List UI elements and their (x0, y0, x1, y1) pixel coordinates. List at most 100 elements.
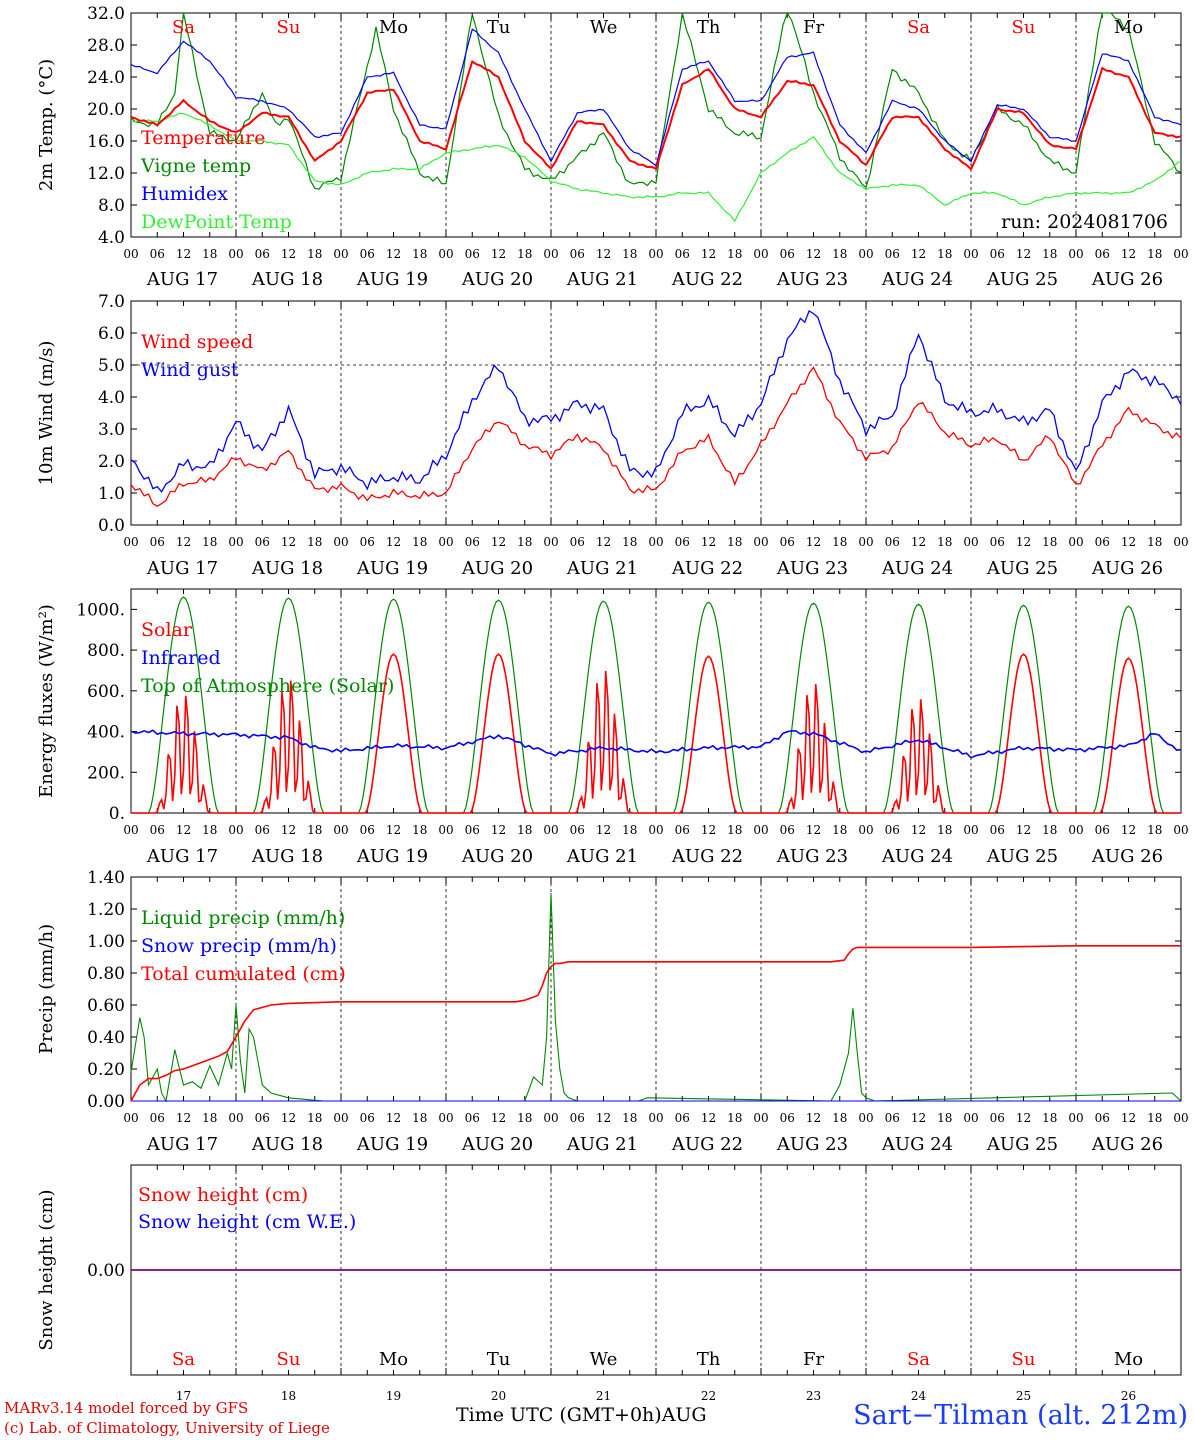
day-date-label: AUG 25 (986, 269, 1058, 290)
hour-tick-label: 00 (858, 535, 873, 549)
day-name-label: Mo (379, 1349, 408, 1370)
hour-tick-label: 12 (491, 1111, 506, 1125)
hour-tick-label: 18 (202, 1111, 217, 1125)
hour-tick-label: 06 (570, 1111, 585, 1125)
day-date-label: AUG 26 (1091, 846, 1163, 867)
hour-tick-label: 12 (281, 247, 296, 261)
hour-tick-label: 00 (1173, 535, 1188, 549)
hour-tick-label: 12 (281, 823, 296, 837)
hour-tick-label: 18 (412, 823, 427, 837)
day-name-label: Su (1012, 1349, 1036, 1370)
day-date-label: AUG 23 (776, 269, 848, 290)
hour-tick-label: 06 (780, 247, 795, 261)
day-name-label: Mo (379, 17, 408, 38)
hour-tick-label: 00 (753, 535, 768, 549)
day-number-label: 20 (491, 1389, 506, 1403)
hour-tick-label: 18 (517, 1111, 532, 1125)
hour-tick-label: 00 (228, 535, 243, 549)
y-axis-label: 10m Wind (m/s) (36, 341, 57, 486)
hour-tick-label: 00 (123, 535, 138, 549)
hour-tick-label: 18 (517, 535, 532, 549)
hour-tick-label: 00 (858, 1111, 873, 1125)
day-name-label: Sa (172, 17, 195, 38)
hour-tick-label: 06 (360, 247, 375, 261)
hour-tick-label: 06 (360, 823, 375, 837)
y-tick-label: 5.0 (98, 356, 125, 376)
day-date-label: AUG 18 (251, 1134, 323, 1155)
y-axis-label: Precip (mm/h) (36, 924, 57, 1054)
series-dewpoint-temp (130, 112, 1182, 223)
hour-tick-label: 00 (543, 247, 558, 261)
y-tick-label: 0.00 (87, 1092, 125, 1112)
day-number-label: 25 (1016, 1389, 1031, 1403)
lab-credit: (c) Lab. of Climatology, University of L… (4, 1419, 330, 1437)
day-date-label: AUG 25 (986, 846, 1058, 867)
day-date-label: AUG 24 (881, 269, 953, 290)
hour-tick-label: 12 (491, 247, 506, 261)
hour-tick-label: 00 (333, 535, 348, 549)
hour-tick-label: 18 (727, 1111, 742, 1125)
legend-dewpoint-temp: DewPoint Temp (141, 211, 292, 233)
hour-tick-label: 18 (517, 823, 532, 837)
day-date-label: AUG 22 (671, 846, 743, 867)
y-tick-label: 0.00 (87, 1261, 125, 1281)
y-tick-label: 8.0 (98, 196, 125, 216)
day-name-label: Tu (487, 1349, 511, 1370)
hour-tick-label: 18 (1042, 823, 1057, 837)
hour-tick-label: 06 (675, 823, 690, 837)
series-total-cumulated-cm- (130, 945, 1181, 1102)
hour-tick-label: 12 (1016, 1111, 1031, 1125)
hour-tick-label: 06 (465, 535, 480, 549)
hour-tick-label: 06 (885, 1111, 900, 1125)
hour-tick-label: 06 (675, 535, 690, 549)
hour-tick-label: 00 (648, 247, 663, 261)
day-date-label: AUG 18 (251, 846, 323, 867)
hour-tick-label: 18 (1147, 1111, 1162, 1125)
day-date-label: AUG 22 (671, 558, 743, 579)
hour-tick-label: 00 (123, 1111, 138, 1125)
legend-infrared: Infrared (141, 647, 221, 669)
y-tick-label: 6.0 (98, 324, 125, 344)
hour-tick-label: 06 (780, 535, 795, 549)
day-date-label: AUG 21 (566, 269, 638, 290)
hour-tick-label: 12 (386, 1111, 401, 1125)
hour-tick-label: 00 (858, 823, 873, 837)
day-name-label: Sa (907, 1349, 930, 1370)
panel-precip (130, 876, 1182, 1103)
y-tick-label: 20.0 (87, 100, 125, 120)
day-name-label: Sa (907, 17, 930, 38)
day-date-label: AUG 21 (566, 1134, 638, 1155)
day-name-label: Th (697, 1349, 721, 1370)
hour-tick-label: 00 (963, 823, 978, 837)
day-date-label: AUG 21 (566, 558, 638, 579)
hour-tick-label: 18 (1147, 823, 1162, 837)
day-date-label: AUG 24 (881, 1134, 953, 1155)
day-number-label: 21 (596, 1389, 611, 1403)
hour-tick-label: 12 (1121, 247, 1136, 261)
hour-tick-label: 06 (150, 535, 165, 549)
y-tick-label: 1.00 (87, 932, 125, 952)
day-number-label: 23 (806, 1389, 821, 1403)
panel-snow (130, 1164, 1182, 1376)
series-liquid-precip-mm-h- (130, 892, 1182, 1103)
hour-tick-label: 18 (1147, 247, 1162, 261)
hour-tick-label: 00 (963, 1111, 978, 1125)
y-tick-label: 600. (87, 682, 125, 702)
legend-total-cumulated-cm-: Total cumulated (cm) (141, 963, 346, 985)
day-date-label: AUG 23 (776, 846, 848, 867)
hour-tick-label: 00 (123, 823, 138, 837)
day-date-label: AUG 25 (986, 558, 1058, 579)
legend-snow-height-cm-: Snow height (cm) (138, 1184, 308, 1206)
hour-tick-label: 18 (1042, 535, 1057, 549)
hour-tick-label: 12 (176, 535, 191, 549)
day-date-label: AUG 20 (461, 269, 533, 290)
hour-tick-label: 12 (701, 247, 716, 261)
day-date-label: AUG 17 (146, 846, 218, 867)
hour-tick-label: 06 (990, 823, 1005, 837)
legend-vigne-temp: Vigne temp (140, 155, 251, 177)
hour-tick-label: 06 (570, 823, 585, 837)
day-number-label: 26 (1121, 1389, 1136, 1403)
y-tick-label: 1.0 (98, 484, 125, 504)
hour-tick-label: 12 (1016, 535, 1031, 549)
day-date-label: AUG 20 (461, 558, 533, 579)
